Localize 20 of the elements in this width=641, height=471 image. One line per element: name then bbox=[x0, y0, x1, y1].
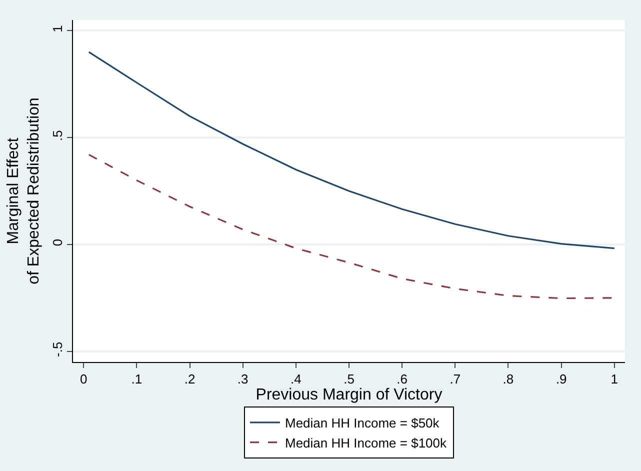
x-tick-label: .6 bbox=[396, 372, 408, 387]
x-tick-label: .3 bbox=[237, 372, 248, 387]
y-tick-label: -.5 bbox=[50, 342, 65, 357]
x-axis-title: Previous Margin of Victory bbox=[256, 386, 442, 404]
y-tick-label: .5 bbox=[50, 130, 65, 142]
x-tick-label: 0 bbox=[80, 372, 88, 387]
y-tick-label: 0 bbox=[50, 238, 65, 246]
y-tick-label: 1 bbox=[50, 25, 65, 32]
legend-label: Median HH Income = $50k bbox=[285, 415, 440, 430]
x-tick-label: .9 bbox=[556, 372, 567, 387]
x-tick-label: .4 bbox=[290, 372, 302, 387]
x-tick-label: .2 bbox=[184, 372, 196, 387]
x-tick-label: .5 bbox=[344, 372, 354, 387]
line-series bbox=[88, 51, 616, 250]
y-axis-title: Marginal Effect of Expected Redistribution bbox=[4, 98, 43, 284]
x-tick-label: .7 bbox=[450, 372, 461, 387]
x-tick-label: .8 bbox=[502, 372, 514, 387]
x-tick-label: 1 bbox=[610, 372, 618, 387]
x-tick-label: .1 bbox=[131, 372, 142, 387]
legend-label: Median HH Income = $100k bbox=[285, 435, 448, 450]
